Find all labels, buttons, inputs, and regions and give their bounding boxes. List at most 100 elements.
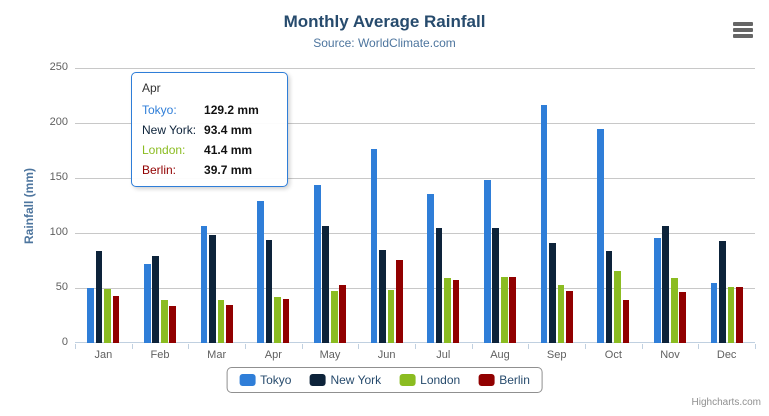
hamburger-menu-icon[interactable] bbox=[733, 22, 753, 40]
legend-label-tokyo: Tokyo bbox=[260, 373, 292, 387]
x-axis-tick bbox=[188, 344, 190, 349]
x-axis-tick bbox=[471, 344, 473, 349]
bar-berlin-feb[interactable] bbox=[169, 306, 177, 343]
bar-berlin-mar[interactable] bbox=[226, 305, 233, 343]
tooltip: Apr Tokyo: 129.2 mm New York: 93.4 mm London… bbox=[131, 72, 288, 187]
bar-new-york-jun[interactable] bbox=[379, 250, 386, 343]
x-axis-tick bbox=[131, 344, 133, 349]
bar-london-jul[interactable] bbox=[444, 278, 451, 343]
bar-tokyo-jan[interactable] bbox=[87, 288, 94, 343]
bar-new-york-feb[interactable] bbox=[152, 256, 160, 343]
x-tick-label-feb: Feb bbox=[150, 349, 170, 361]
y-tick-label-200: 200 bbox=[49, 116, 68, 128]
bar-tokyo-mar[interactable] bbox=[200, 225, 208, 343]
legend-swatch-tokyo bbox=[239, 374, 256, 386]
bar-tokyo-jul[interactable] bbox=[427, 193, 434, 343]
x-tick-label-jan: Jan bbox=[94, 349, 113, 361]
bar-new-york-mar[interactable] bbox=[209, 234, 216, 343]
tooltip-series-name-tokyo: Tokyo: bbox=[142, 103, 177, 117]
bar-berlin-sep[interactable] bbox=[566, 290, 573, 343]
bar-tokyo-aug[interactable] bbox=[483, 179, 491, 343]
bar-new-york-aug[interactable] bbox=[492, 228, 500, 343]
bar-tokyo-jun[interactable] bbox=[370, 149, 378, 343]
plot-area bbox=[75, 68, 755, 343]
bar-berlin-jan[interactable] bbox=[112, 296, 120, 343]
bar-london-oct[interactable] bbox=[614, 271, 621, 343]
tooltip-series-name-berlin: Berlin: bbox=[142, 163, 177, 177]
bar-london-sep[interactable] bbox=[557, 285, 565, 343]
bar-tokyo-sep[interactable] bbox=[540, 104, 548, 343]
chart-title: Monthly Average Rainfall bbox=[283, 12, 486, 31]
grid-line-150 bbox=[75, 178, 755, 179]
bar-berlin-nov[interactable] bbox=[679, 291, 687, 343]
bar-new-york-jul[interactable] bbox=[435, 227, 443, 343]
bar-berlin-oct[interactable] bbox=[622, 299, 630, 343]
legend-swatch-new-york bbox=[309, 374, 326, 386]
y-tick-label-50: 50 bbox=[55, 281, 68, 293]
bar-new-york-may[interactable] bbox=[322, 226, 330, 343]
legend-label-berlin: Berlin bbox=[499, 373, 530, 387]
legend: Tokyo New York London Berlin bbox=[226, 367, 543, 393]
grid-line-100 bbox=[75, 233, 755, 234]
tooltip-series-name-london: London: bbox=[142, 143, 186, 157]
legend-item-new-york[interactable]: New York bbox=[309, 373, 381, 387]
bar-berlin-jun[interactable] bbox=[396, 259, 403, 343]
chart-subtitle: Source: WorldClimate.com bbox=[313, 36, 456, 50]
y-tick-label-100: 100 bbox=[49, 226, 68, 238]
bar-berlin-aug[interactable] bbox=[509, 276, 517, 343]
credits-link[interactable]: Highcharts.com bbox=[691, 397, 761, 408]
bar-london-aug[interactable] bbox=[500, 277, 508, 343]
grid-line-200 bbox=[75, 123, 755, 124]
x-tick-label-nov: Nov bbox=[660, 349, 680, 361]
bar-london-nov[interactable] bbox=[670, 277, 678, 343]
tooltip-series-value-tokyo: 129.2 mm bbox=[204, 103, 259, 117]
x-axis-tick bbox=[415, 344, 416, 349]
bar-london-mar[interactable] bbox=[217, 299, 225, 343]
bar-berlin-apr[interactable] bbox=[282, 299, 290, 343]
bar-berlin-dec[interactable] bbox=[736, 286, 743, 343]
legend-item-berlin[interactable]: Berlin bbox=[478, 373, 530, 387]
x-axis-tick bbox=[698, 344, 700, 349]
bar-new-york-oct[interactable] bbox=[605, 251, 613, 343]
bar-london-dec[interactable] bbox=[727, 286, 735, 343]
bar-london-may[interactable] bbox=[330, 291, 338, 343]
bar-london-feb[interactable] bbox=[160, 300, 168, 343]
grid-line-250 bbox=[75, 68, 755, 69]
x-tick-label-sep: Sep bbox=[546, 349, 567, 361]
bar-new-york-dec[interactable] bbox=[719, 241, 726, 343]
tooltip-series-value-london: 41.4 mm bbox=[204, 143, 253, 157]
x-axis-tick bbox=[528, 344, 530, 349]
tooltip-series-value-new-york: 93.4 mm bbox=[204, 123, 253, 137]
bar-tokyo-feb[interactable] bbox=[143, 264, 151, 343]
bar-tokyo-may[interactable] bbox=[313, 184, 321, 343]
bar-new-york-nov[interactable] bbox=[662, 225, 670, 343]
x-tick-label-may: May bbox=[319, 349, 341, 361]
bar-tokyo-oct[interactable] bbox=[597, 129, 604, 343]
bar-london-jan[interactable] bbox=[104, 289, 111, 343]
x-axis-tick bbox=[641, 344, 643, 349]
tooltip-header: Apr bbox=[142, 81, 161, 95]
bar-new-york-sep[interactable] bbox=[549, 242, 556, 343]
legend-label-new-york: New York bbox=[330, 373, 382, 387]
bar-tokyo-nov[interactable] bbox=[653, 237, 661, 343]
y-tick-label-0: 0 bbox=[61, 336, 68, 348]
x-axis-tick bbox=[358, 344, 360, 349]
bar-new-york-jan[interactable] bbox=[95, 251, 103, 343]
x-tick-label-jun: Jun bbox=[377, 349, 396, 361]
legend-item-tokyo[interactable]: Tokyo bbox=[239, 373, 291, 387]
y-axis-title: Rainfall (mm) bbox=[22, 168, 36, 245]
bar-new-york-apr[interactable] bbox=[265, 240, 273, 343]
bar-tokyo-apr[interactable] bbox=[257, 200, 264, 343]
bar-berlin-jul[interactable] bbox=[452, 279, 460, 343]
bar-tokyo-dec[interactable] bbox=[710, 283, 718, 343]
x-axis-tick bbox=[245, 344, 246, 349]
legend-item-london[interactable]: London bbox=[399, 373, 460, 387]
legend-swatch-london bbox=[399, 374, 416, 386]
legend-swatch-berlin bbox=[478, 374, 495, 386]
x-tick-label-oct: Oct bbox=[604, 349, 622, 361]
bar-london-jun[interactable] bbox=[387, 289, 395, 343]
bar-london-apr[interactable] bbox=[274, 297, 281, 343]
bar-berlin-may[interactable] bbox=[339, 285, 347, 343]
x-tick-label-dec: Dec bbox=[716, 349, 737, 361]
